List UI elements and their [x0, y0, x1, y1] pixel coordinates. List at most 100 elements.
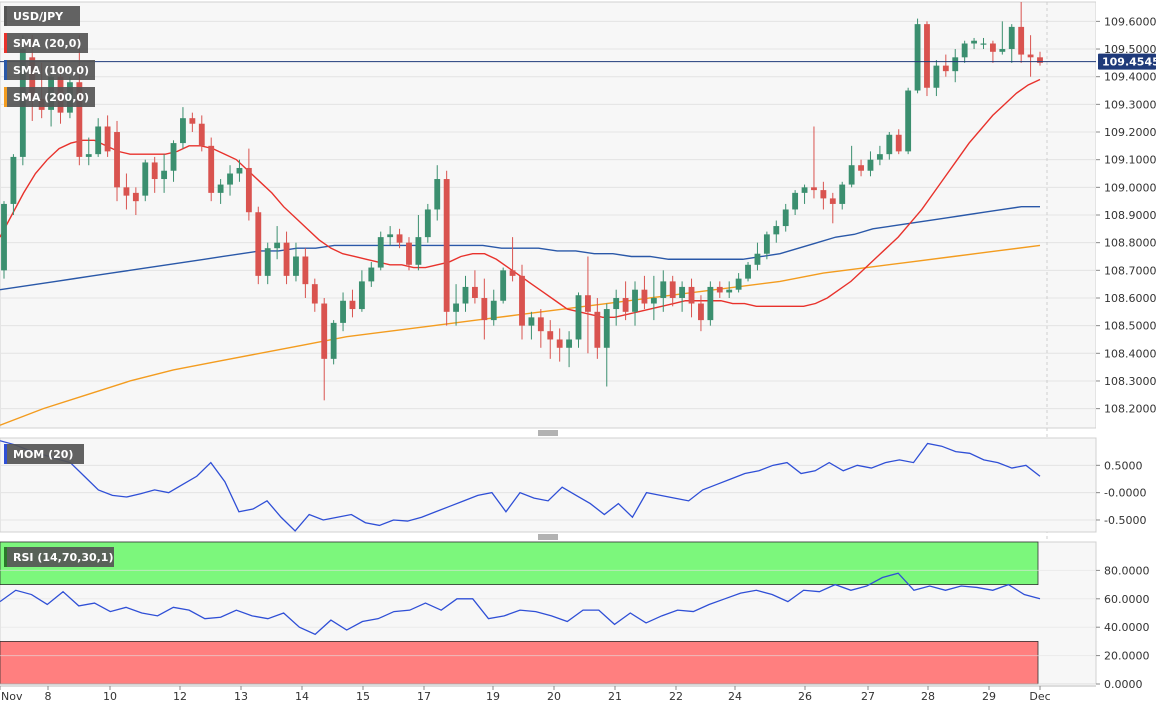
candle-body — [566, 339, 573, 348]
sma20-legend-swatch — [4, 33, 7, 53]
candle — [566, 331, 573, 368]
candle-body — [283, 242, 290, 276]
candle — [500, 267, 507, 304]
candle-body — [387, 234, 394, 238]
x-tick-label: 12 — [173, 690, 187, 703]
candle — [189, 112, 196, 133]
x-tick-label: Dec — [1029, 690, 1050, 703]
candle-body — [217, 184, 224, 193]
candle-body — [132, 192, 139, 202]
price-tick-label: 109.4000 — [1104, 71, 1157, 84]
sma100-legend-swatch — [4, 60, 7, 80]
candle-body — [1, 203, 7, 271]
candle — [942, 54, 949, 77]
candle-body — [782, 209, 789, 227]
candle — [227, 165, 233, 196]
candle — [905, 87, 912, 155]
x-tick-label: 26 — [798, 690, 812, 703]
candle — [283, 231, 290, 285]
candle-body — [114, 132, 120, 188]
symbol-label-text: USD/JPY — [13, 10, 64, 23]
candle-body — [886, 134, 893, 155]
candle-body — [519, 275, 525, 326]
sma20-legend-bg — [4, 33, 88, 53]
candle — [585, 256, 591, 354]
candle — [895, 129, 902, 155]
candle — [613, 289, 620, 326]
candle — [387, 226, 394, 246]
candle-body — [443, 179, 450, 312]
candle — [745, 262, 751, 282]
price-tick-label: 109.3000 — [1104, 98, 1157, 111]
candle — [961, 40, 968, 63]
candle — [471, 270, 478, 304]
candle-body — [585, 295, 591, 312]
candle-body — [198, 123, 205, 146]
candle — [952, 49, 959, 83]
sma100-legend-bg — [4, 60, 95, 80]
candle-body — [142, 162, 149, 196]
rsi-tick-label: 80.0000 — [1104, 564, 1150, 577]
symbol-label-swatch — [4, 6, 7, 26]
candle — [933, 60, 940, 97]
price-axis-area — [1096, 0, 1168, 710]
mom-tick-label: -0.0000 — [1104, 487, 1146, 500]
candle — [349, 289, 356, 318]
candle-body — [415, 237, 422, 265]
candle — [716, 281, 723, 298]
sma20-legend-text: SMA (20,0) — [13, 37, 81, 50]
candle — [302, 248, 309, 298]
candle — [848, 145, 855, 188]
candle — [726, 281, 733, 298]
candle-body — [905, 90, 912, 152]
sma200-legend-text: SMA (200,0) — [13, 91, 89, 104]
candle-body — [669, 281, 676, 298]
candle-body — [255, 212, 262, 276]
x-tick-label: 14 — [295, 690, 309, 703]
candle-body — [264, 248, 271, 276]
x-tick-label: 15 — [356, 690, 370, 703]
x-tick-label: 20 — [547, 690, 561, 703]
candle-body — [377, 237, 384, 268]
candle — [603, 303, 610, 387]
candle-body — [839, 184, 846, 204]
candle — [679, 281, 686, 312]
rsi-legend-text: RSI (14,70,30,1) — [13, 551, 113, 564]
candle — [368, 262, 375, 287]
sma100-legend: SMA (100,0) — [4, 60, 95, 80]
candle-body — [622, 297, 629, 312]
candle-body — [745, 264, 751, 279]
x-tick-label: 8 — [45, 690, 52, 703]
rsi-tick-label: 20.0000 — [1104, 650, 1150, 663]
candle — [1, 201, 7, 279]
candle-body — [189, 118, 196, 124]
candle-body — [942, 65, 949, 72]
rsi-legend: RSI (14,70,30,1) — [4, 547, 114, 567]
x-tick-label: 29 — [982, 690, 996, 703]
candle — [490, 289, 497, 326]
candle — [556, 328, 563, 362]
candle-body — [716, 286, 723, 293]
candle-body — [688, 286, 695, 304]
candle — [594, 297, 601, 359]
candle — [245, 148, 252, 221]
candle — [274, 226, 281, 260]
candle — [123, 173, 130, 210]
x-tick-label: 28 — [921, 690, 935, 703]
candle-body — [613, 297, 620, 310]
rsi-line — [0, 572, 1041, 636]
candle-body — [1008, 26, 1015, 50]
candle — [519, 264, 525, 340]
mom-legend-bg — [4, 444, 84, 464]
candle — [293, 242, 299, 282]
candle — [829, 192, 836, 224]
candle-body — [952, 57, 959, 72]
x-tick-label: 24 — [728, 690, 742, 703]
candle-body — [274, 242, 281, 249]
candle-body — [989, 43, 996, 52]
x-tick-label: 19 — [486, 690, 500, 703]
candle-body — [961, 43, 968, 58]
candle — [358, 270, 365, 312]
candle — [528, 311, 535, 340]
